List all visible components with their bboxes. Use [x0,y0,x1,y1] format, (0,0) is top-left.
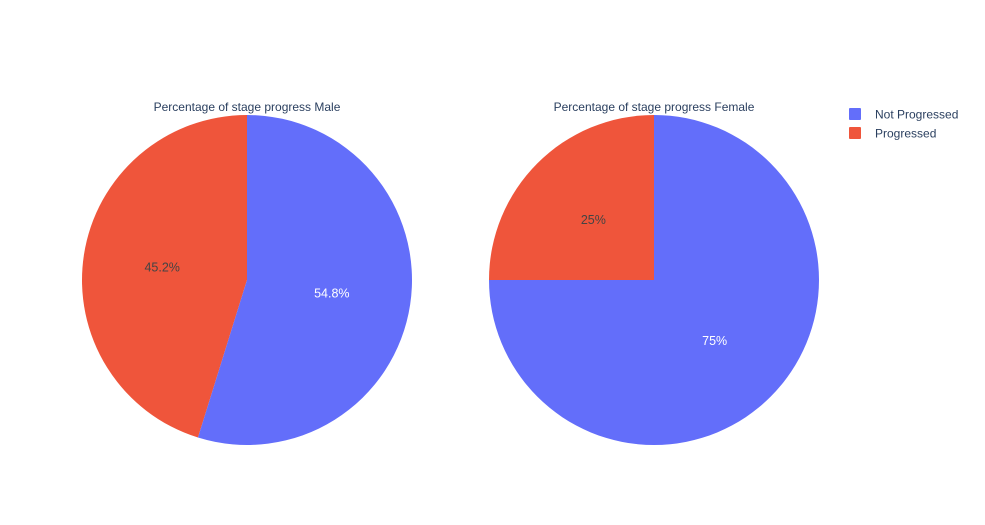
pie-slice-male-progressed[interactable] [82,115,247,438]
pie-slice-female-not-progressed[interactable] [489,115,819,445]
legend-item-not-progressed[interactable]: Not Progressed [849,108,958,122]
legend-swatch-progressed [849,127,861,139]
pie-slice-male-not-progressed[interactable] [197,115,413,446]
legend-swatch-not-progressed [849,108,861,120]
pie-title-male: Percentage of stage progress Male [154,100,341,114]
legend[interactable]: Not Progressed Progressed [849,108,958,141]
pie-chart-male: 54.8% 45.2% Percentage of stage progress M… [82,100,413,446]
slice-label-male-not-progressed: 54.8% [314,286,349,300]
slice-label-female-not-progressed: 75% [702,334,727,348]
legend-label-not-progressed: Not Progressed [875,108,958,122]
slice-label-male-progressed: 45.2% [144,261,179,275]
legend-item-progressed[interactable]: Progressed [849,127,936,141]
pie-title-female: Percentage of stage progress Female [554,100,755,114]
pie-slice-female-progressed[interactable] [489,115,654,280]
slice-label-female-progressed: 25% [581,213,606,227]
legend-label-progressed: Progressed [875,127,936,141]
pie-chart-female: 75% 25% Percentage of stage progress Femal… [489,100,819,445]
